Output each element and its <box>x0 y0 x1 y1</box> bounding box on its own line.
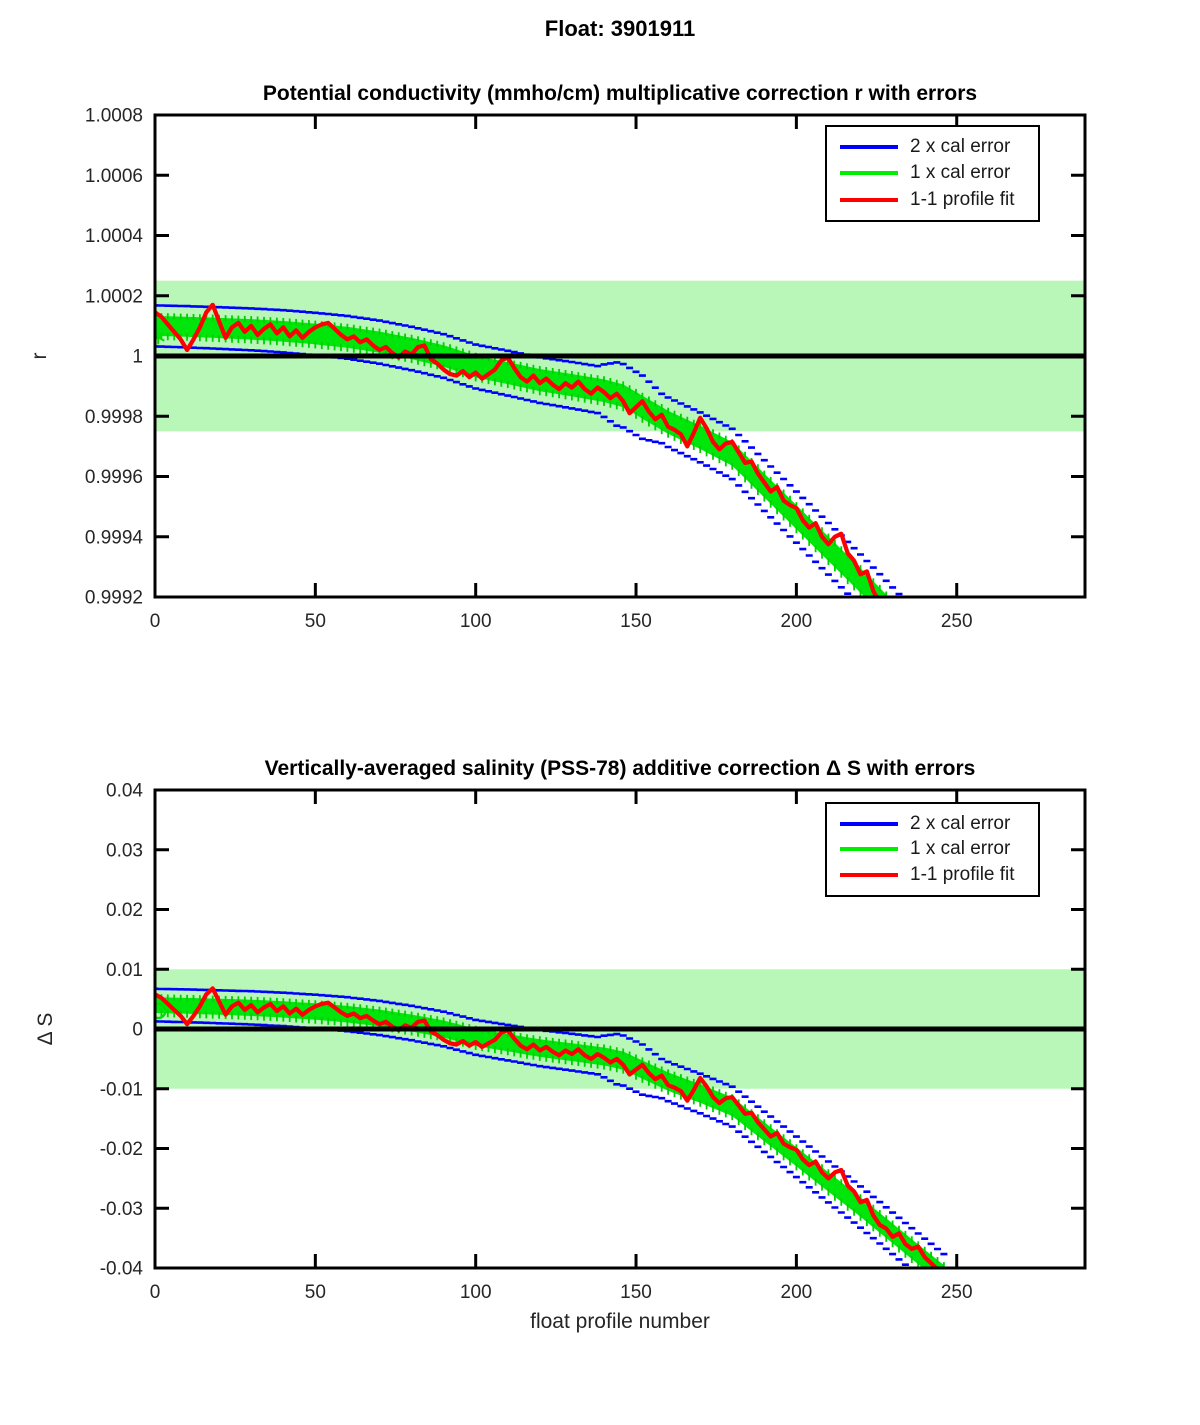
legend-row: 2 x cal error <box>840 813 1038 835</box>
legend-label: 2 x cal error <box>910 136 1011 158</box>
x-tick-label: 100 <box>460 1282 492 1303</box>
x-tick-label: 250 <box>941 1282 973 1303</box>
figure-title: Float: 3901911 <box>544 16 696 41</box>
y-tick-label: 0.03 <box>106 840 143 861</box>
x-tick-label: 200 <box>781 611 813 632</box>
y-tick-label: -0.03 <box>100 1199 143 1220</box>
y-tick-label: 0 <box>132 1020 143 1041</box>
x-tick-label: 150 <box>620 611 652 632</box>
y-tick-label: 0.01 <box>106 960 143 981</box>
x-tick-label: 50 <box>305 1282 326 1303</box>
x-tick-label: 200 <box>781 1282 813 1303</box>
profile-fit-line <box>156 302 879 596</box>
legend-label: 1 x cal error <box>910 162 1011 184</box>
legend-row: 1 x cal error <box>840 162 1038 184</box>
y-tick-label: 1.0006 <box>85 166 143 187</box>
x-tick-label: 150 <box>620 1282 652 1303</box>
bottom-chart-title: Vertically-averaged salinity (PSS-78) ad… <box>264 757 976 780</box>
legend-row: 2 x cal error <box>840 136 1038 158</box>
y-tick-label: 1.0008 <box>85 106 143 127</box>
top-legend: 2 x cal error 1 x cal error 1-1 profile … <box>825 125 1040 222</box>
y-tick-label: 1.0004 <box>85 226 144 247</box>
y-tick-label: 1.0002 <box>85 286 143 307</box>
legend-row: 1-1 profile fit <box>840 189 1038 211</box>
legend-label: 1-1 profile fit <box>910 864 1015 886</box>
y-tick-label: 0.9996 <box>85 467 143 488</box>
legend-line-green-icon <box>840 847 898 852</box>
series-start-marker <box>156 330 165 345</box>
legend-label: 2 x cal error <box>910 812 1011 834</box>
x-axis-label: float profile number <box>530 1310 710 1333</box>
legend-line-red-icon <box>840 873 898 878</box>
legend-label: 1-1 profile fit <box>910 188 1015 210</box>
legend-line-green-icon <box>840 171 898 176</box>
x-tick-label: 100 <box>460 611 492 632</box>
series-start-marker <box>156 1002 167 1020</box>
cal-error-1x-caps <box>160 313 888 596</box>
legend-line-blue-icon <box>840 821 898 826</box>
bottom-legend: 2 x cal error 1 x cal error 1-1 profile … <box>825 802 1040 897</box>
y-tick-label: 1 <box>132 347 143 368</box>
legend-label: 1 x cal error <box>910 838 1011 860</box>
x-tick-label: 0 <box>150 611 161 632</box>
legend-line-blue-icon <box>840 145 898 150</box>
x-tick-label: 50 <box>305 611 326 632</box>
y-tick-label: 0.9994 <box>85 527 144 548</box>
cal-error-1x-caps <box>160 994 945 1267</box>
top-chart-title: Potential conductivity (mmho/cm) multipl… <box>262 82 978 105</box>
x-tick-label: 0 <box>150 1282 161 1303</box>
y-tick-label: 0.9998 <box>85 407 143 428</box>
y-tick-label: 0.02 <box>106 900 143 921</box>
y-tick-label: -0.04 <box>100 1259 144 1280</box>
axes-border <box>153 788 1087 1270</box>
y-tick-label: 0.9992 <box>85 588 143 609</box>
profile-fit-line <box>156 986 938 1267</box>
legend-row: 1 x cal error <box>840 838 1038 860</box>
legend-line-red-icon <box>840 197 898 202</box>
y-tick-label: -0.01 <box>100 1079 143 1100</box>
x-tick-label: 250 <box>941 611 973 632</box>
y-tick-label: 0.04 <box>106 781 143 802</box>
legend-row: 1-1 profile fit <box>840 864 1038 886</box>
axes-border <box>153 113 1087 599</box>
y-tick-label: -0.02 <box>100 1139 143 1160</box>
